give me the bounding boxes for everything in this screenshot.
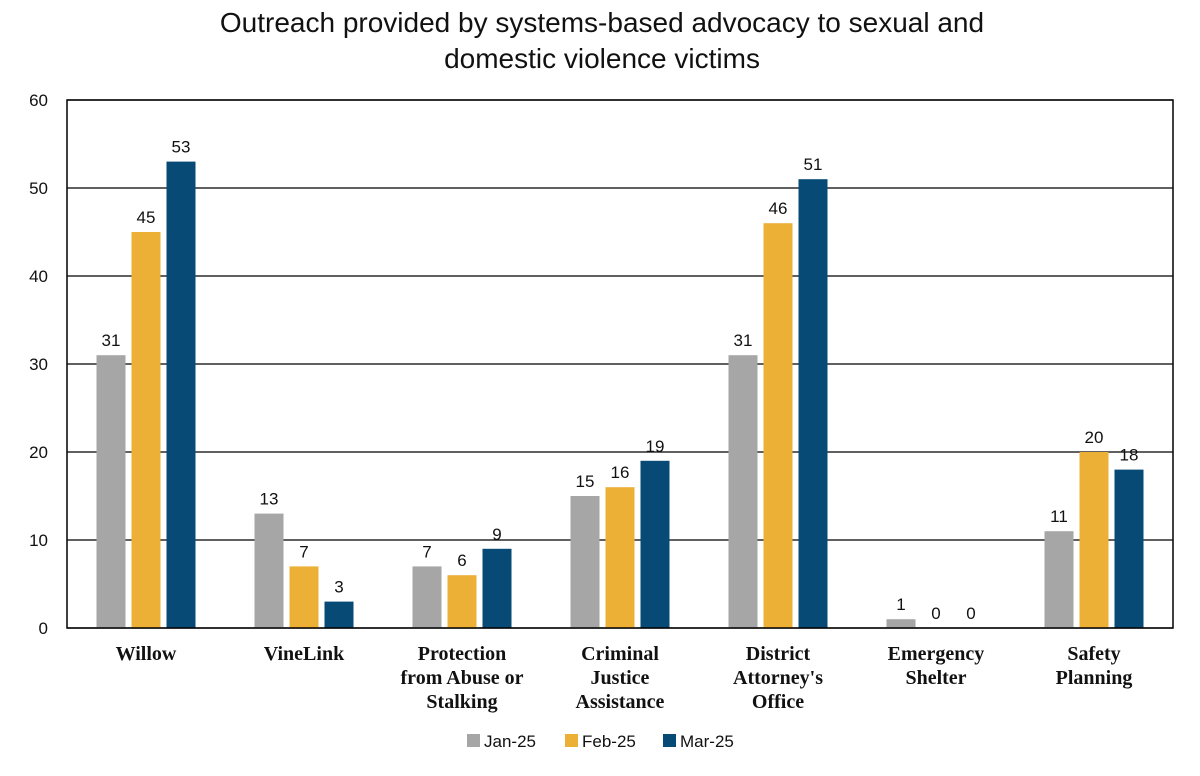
data-label: 9	[492, 525, 501, 544]
legend-label: Mar-25	[680, 732, 734, 751]
category-label: Willow	[116, 643, 177, 665]
bar-jan-25	[728, 355, 758, 628]
bar-jan-25	[254, 513, 284, 628]
category-label: VineLink	[264, 643, 345, 665]
data-label: 51	[804, 155, 823, 174]
data-label: 18	[1120, 446, 1139, 465]
data-label: 7	[422, 542, 431, 561]
bar-feb-25	[447, 575, 477, 628]
data-labels: 31 45 53 13 7 3 7 6 9 15 16 19 31 46 51 1 0 0 11 20 18	[102, 138, 1139, 623]
y-tick-label: 20	[29, 443, 48, 462]
chart-title-line: domestic violence victims	[444, 43, 760, 74]
bar-mar-25	[324, 601, 354, 628]
bars	[96, 161, 1144, 628]
data-label: 19	[646, 437, 665, 456]
plot-area-frame	[66, 99, 1174, 629]
bar-mar-25	[482, 548, 512, 628]
bar-feb-25	[605, 487, 635, 628]
chart-title: Outreach provided by systems-based advoc…	[220, 7, 984, 74]
y-tick-label: 50	[29, 179, 48, 198]
chart-title-line: Outreach provided by systems-based advoc…	[220, 7, 984, 38]
legend-swatch-feb-25	[565, 734, 578, 747]
data-label: 31	[102, 331, 121, 350]
legend-label: Jan-25	[484, 732, 536, 751]
category-labels: Willow VineLink Protection from Abuse or Sta…	[116, 643, 1133, 713]
data-label: 3	[334, 578, 343, 597]
bar-jan-25	[1044, 531, 1074, 628]
bar-jan-25	[886, 619, 916, 628]
category-label: Safety Planning	[1056, 643, 1133, 689]
data-label: 45	[137, 208, 156, 227]
data-label: 0	[966, 604, 975, 623]
bar-feb-25	[763, 223, 793, 628]
bar-mar-25	[798, 179, 828, 628]
bar-mar-25	[1114, 469, 1144, 628]
y-tick-label: 60	[29, 91, 48, 110]
bar-jan-25	[412, 566, 442, 628]
legend-label: Feb-25	[582, 732, 636, 751]
data-label: 16	[611, 463, 630, 482]
data-label: 20	[1085, 428, 1104, 447]
bar-feb-25	[289, 566, 319, 628]
bar-mar-25	[640, 460, 670, 628]
bar-mar-25	[166, 161, 196, 628]
data-label: 13	[260, 490, 279, 509]
legend-swatch-mar-25	[663, 734, 676, 747]
category-label: Criminal Justice Assistance	[576, 643, 665, 713]
y-tick-label: 40	[29, 267, 48, 286]
data-label: 1	[896, 595, 905, 614]
data-label: 53	[172, 138, 191, 157]
data-label: 7	[299, 542, 308, 561]
bar-jan-25	[96, 355, 126, 628]
legend-swatch-jan-25	[467, 734, 480, 747]
y-axis-ticks: 0 10 20 30 40 50 60	[29, 91, 48, 638]
data-label: 0	[931, 604, 940, 623]
data-label: 31	[734, 331, 753, 350]
data-label: 11	[1050, 507, 1068, 526]
data-label: 15	[576, 472, 595, 491]
category-label: District Attorney's Office	[733, 643, 823, 713]
category-label: Protection from Abuse or Stalking	[401, 643, 524, 713]
bar-feb-25	[1079, 452, 1109, 628]
y-tick-label: 0	[39, 619, 48, 638]
bar-feb-25	[131, 232, 161, 628]
y-tick-label: 30	[29, 355, 48, 374]
data-label: 6	[457, 551, 466, 570]
category-label: Emergency Shelter	[888, 643, 985, 689]
y-tick-label: 10	[29, 531, 48, 550]
data-label: 46	[769, 199, 788, 218]
bar-jan-25	[570, 496, 600, 628]
legend: Jan-25 Feb-25 Mar-25	[467, 732, 734, 751]
